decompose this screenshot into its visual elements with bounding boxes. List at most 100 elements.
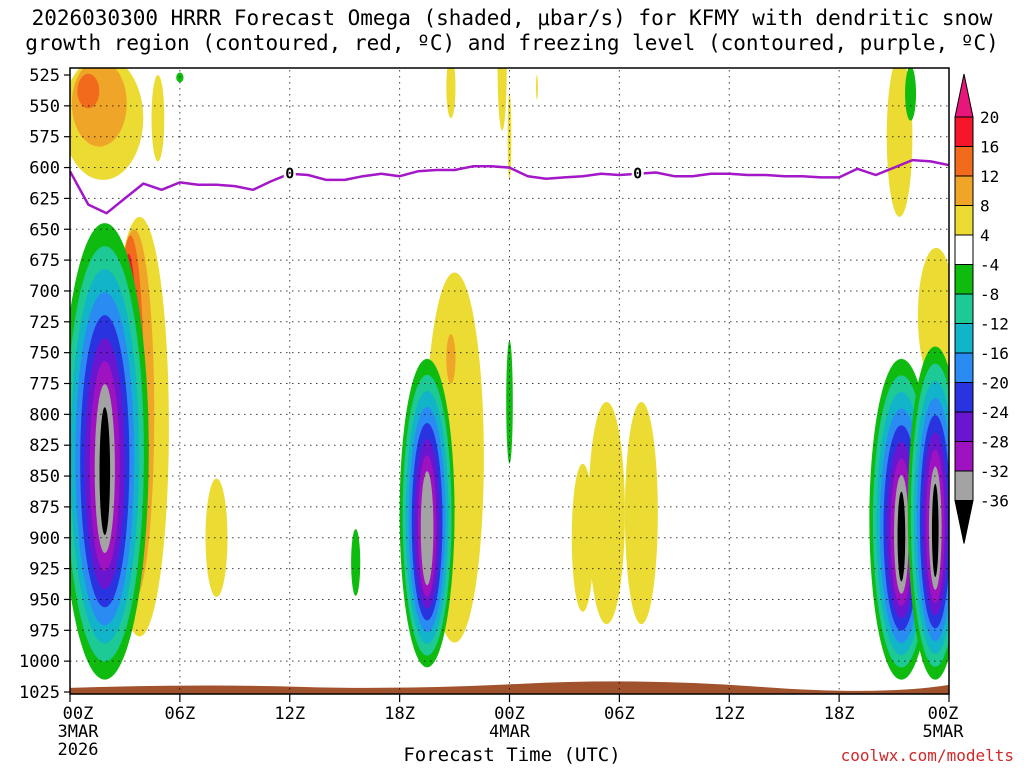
sinking-col-s xyxy=(917,247,949,384)
x-tick-label-42: 18Z xyxy=(824,704,855,724)
freezing-level-label-bg xyxy=(283,165,296,182)
rising-upper-r xyxy=(905,68,917,121)
y-tick-label-875: 875 xyxy=(29,498,60,518)
sinking-upper-c xyxy=(77,73,100,109)
colorbar-bin-top xyxy=(954,73,974,118)
colorbar-label: -32 xyxy=(980,462,1009,481)
colorbar-bin-2 xyxy=(954,146,974,177)
y-tick-label-600: 600 xyxy=(29,159,60,179)
colorbar-bin-10 xyxy=(954,382,974,413)
sinking-small-l xyxy=(624,402,658,625)
y-tick-label-1025: 1025 xyxy=(19,683,60,703)
x-date-label-24: 4MAR xyxy=(489,722,531,742)
freezing-level-label-bg xyxy=(631,165,644,182)
y-tick-label-900: 900 xyxy=(29,529,60,549)
chart-title: 2026030300 HRRR Forecast Omega (shaded, … xyxy=(0,6,1024,56)
colorbar-bin-3 xyxy=(954,175,974,206)
colorbar-label: -36 xyxy=(980,492,1009,511)
y-tick-label-825: 825 xyxy=(29,436,60,456)
x-axis-label: Forecast Time (UTC) xyxy=(403,744,621,766)
y-tick-label-550: 550 xyxy=(29,97,60,117)
sinking-upper-b xyxy=(71,68,127,147)
y-tick-label-950: 950 xyxy=(29,590,60,610)
sinking-tiny-m xyxy=(536,75,538,100)
colorbar-bin-6 xyxy=(954,264,974,295)
omega-shading xyxy=(70,68,949,680)
colorbar-bin-bottom xyxy=(954,500,974,544)
colorbar-bin-11 xyxy=(954,411,974,442)
x-tick-label-36: 12Z xyxy=(714,704,745,724)
y-tick-label-675: 675 xyxy=(29,251,60,271)
y-tick-label-750: 750 xyxy=(29,344,60,364)
rising-col-t-8 xyxy=(897,491,906,582)
colorbar-bin-9 xyxy=(954,352,974,383)
freezing-level-line xyxy=(70,158,949,215)
y-tick-label-850: 850 xyxy=(29,467,60,487)
x-tick-label-12: 12Z xyxy=(274,704,305,724)
y-axis: 525 550 575 600 625 650 675 700 725 750 775 800 825 8… xyxy=(19,66,70,703)
colorbar-bin-4 xyxy=(954,205,974,236)
y-tick-label-700: 700 xyxy=(29,282,60,302)
y-tick-label-775: 775 xyxy=(29,375,60,395)
site-credit: coolwx.com/modelts xyxy=(840,746,1014,765)
rising-thin-h xyxy=(506,340,513,464)
colorbar-bin-7 xyxy=(954,293,974,324)
x-tick-label-48: 00Z xyxy=(928,704,959,724)
sinking-upper-d xyxy=(151,75,165,162)
y-tick-label-625: 625 xyxy=(29,189,60,209)
colorbar-label: -4 xyxy=(980,256,999,275)
y-tick-label-800: 800 xyxy=(29,405,60,425)
colorbar-label: 4 xyxy=(980,226,990,245)
colorbar-bin-12 xyxy=(954,441,974,472)
sinking-small-a xyxy=(205,478,228,597)
y-tick-label-925: 925 xyxy=(29,560,60,580)
x-tick-label-24: 00Z xyxy=(494,704,525,724)
y-tick-label-650: 650 xyxy=(29,220,60,240)
terrain-band xyxy=(70,681,949,694)
x-tick-label-30: 06Z xyxy=(604,704,635,724)
x-tick-label-18: 18Z xyxy=(384,704,415,724)
colorbar-label: -20 xyxy=(980,374,1009,393)
colorbar-label: 8 xyxy=(980,197,990,216)
sinking-upper-f xyxy=(497,68,507,131)
title-line-1: 2026030300 HRRR Forecast Omega (shaded, … xyxy=(31,6,993,30)
y-tick-label-525: 525 xyxy=(29,66,60,86)
rising-small-b xyxy=(351,529,361,596)
freezing-level-label: 0 xyxy=(285,165,294,183)
y-tick-label-1000: 1000 xyxy=(19,652,60,672)
x-date-label-48: 5MAR xyxy=(923,722,965,742)
colorbar-label: -12 xyxy=(980,315,1009,334)
colorbar-label: 12 xyxy=(980,167,999,186)
terrain-surface xyxy=(70,681,949,694)
rising-col-8 xyxy=(99,407,111,536)
freezing-level-label: 0 xyxy=(633,165,642,183)
colorbar-label: 16 xyxy=(980,138,999,157)
colorbar-bin-1 xyxy=(954,116,974,147)
x-date-label-0: 3MAR xyxy=(58,722,100,742)
y-tick-label-575: 575 xyxy=(29,128,60,148)
y-tick-label-725: 725 xyxy=(29,313,60,333)
x-tick-label-6: 06Z xyxy=(165,704,196,724)
rising-col-p-7 xyxy=(420,471,434,586)
colorbar-label: -28 xyxy=(980,433,1009,452)
rising-col-u-8 xyxy=(931,483,939,577)
colorbar-label: -16 xyxy=(980,344,1009,363)
sinking-spot-o xyxy=(446,334,456,384)
title-line-2: growth region (contoured, red, ºC) and f… xyxy=(25,31,999,55)
y-tick-label-975: 975 xyxy=(29,621,60,641)
sinking-upper-g xyxy=(446,68,456,119)
x-tick-label-0: 00Z xyxy=(63,704,94,724)
grid-lines xyxy=(70,70,949,692)
colorbar-label: -24 xyxy=(980,403,1009,422)
sinking-small-k xyxy=(588,402,625,625)
colorbar-bin-13 xyxy=(954,470,974,501)
colorbar-bin-8 xyxy=(954,323,974,354)
x-year-label: 2026 xyxy=(58,740,99,760)
colorbar-label: -8 xyxy=(980,285,999,304)
colorbar-bin-5 xyxy=(954,234,974,265)
colorbar-label: 20 xyxy=(980,108,999,127)
colorbar: 20 16 12 8 4 -4 -8 -12 -16 -20 -24 -28 -32 -36 xyxy=(954,73,1009,544)
